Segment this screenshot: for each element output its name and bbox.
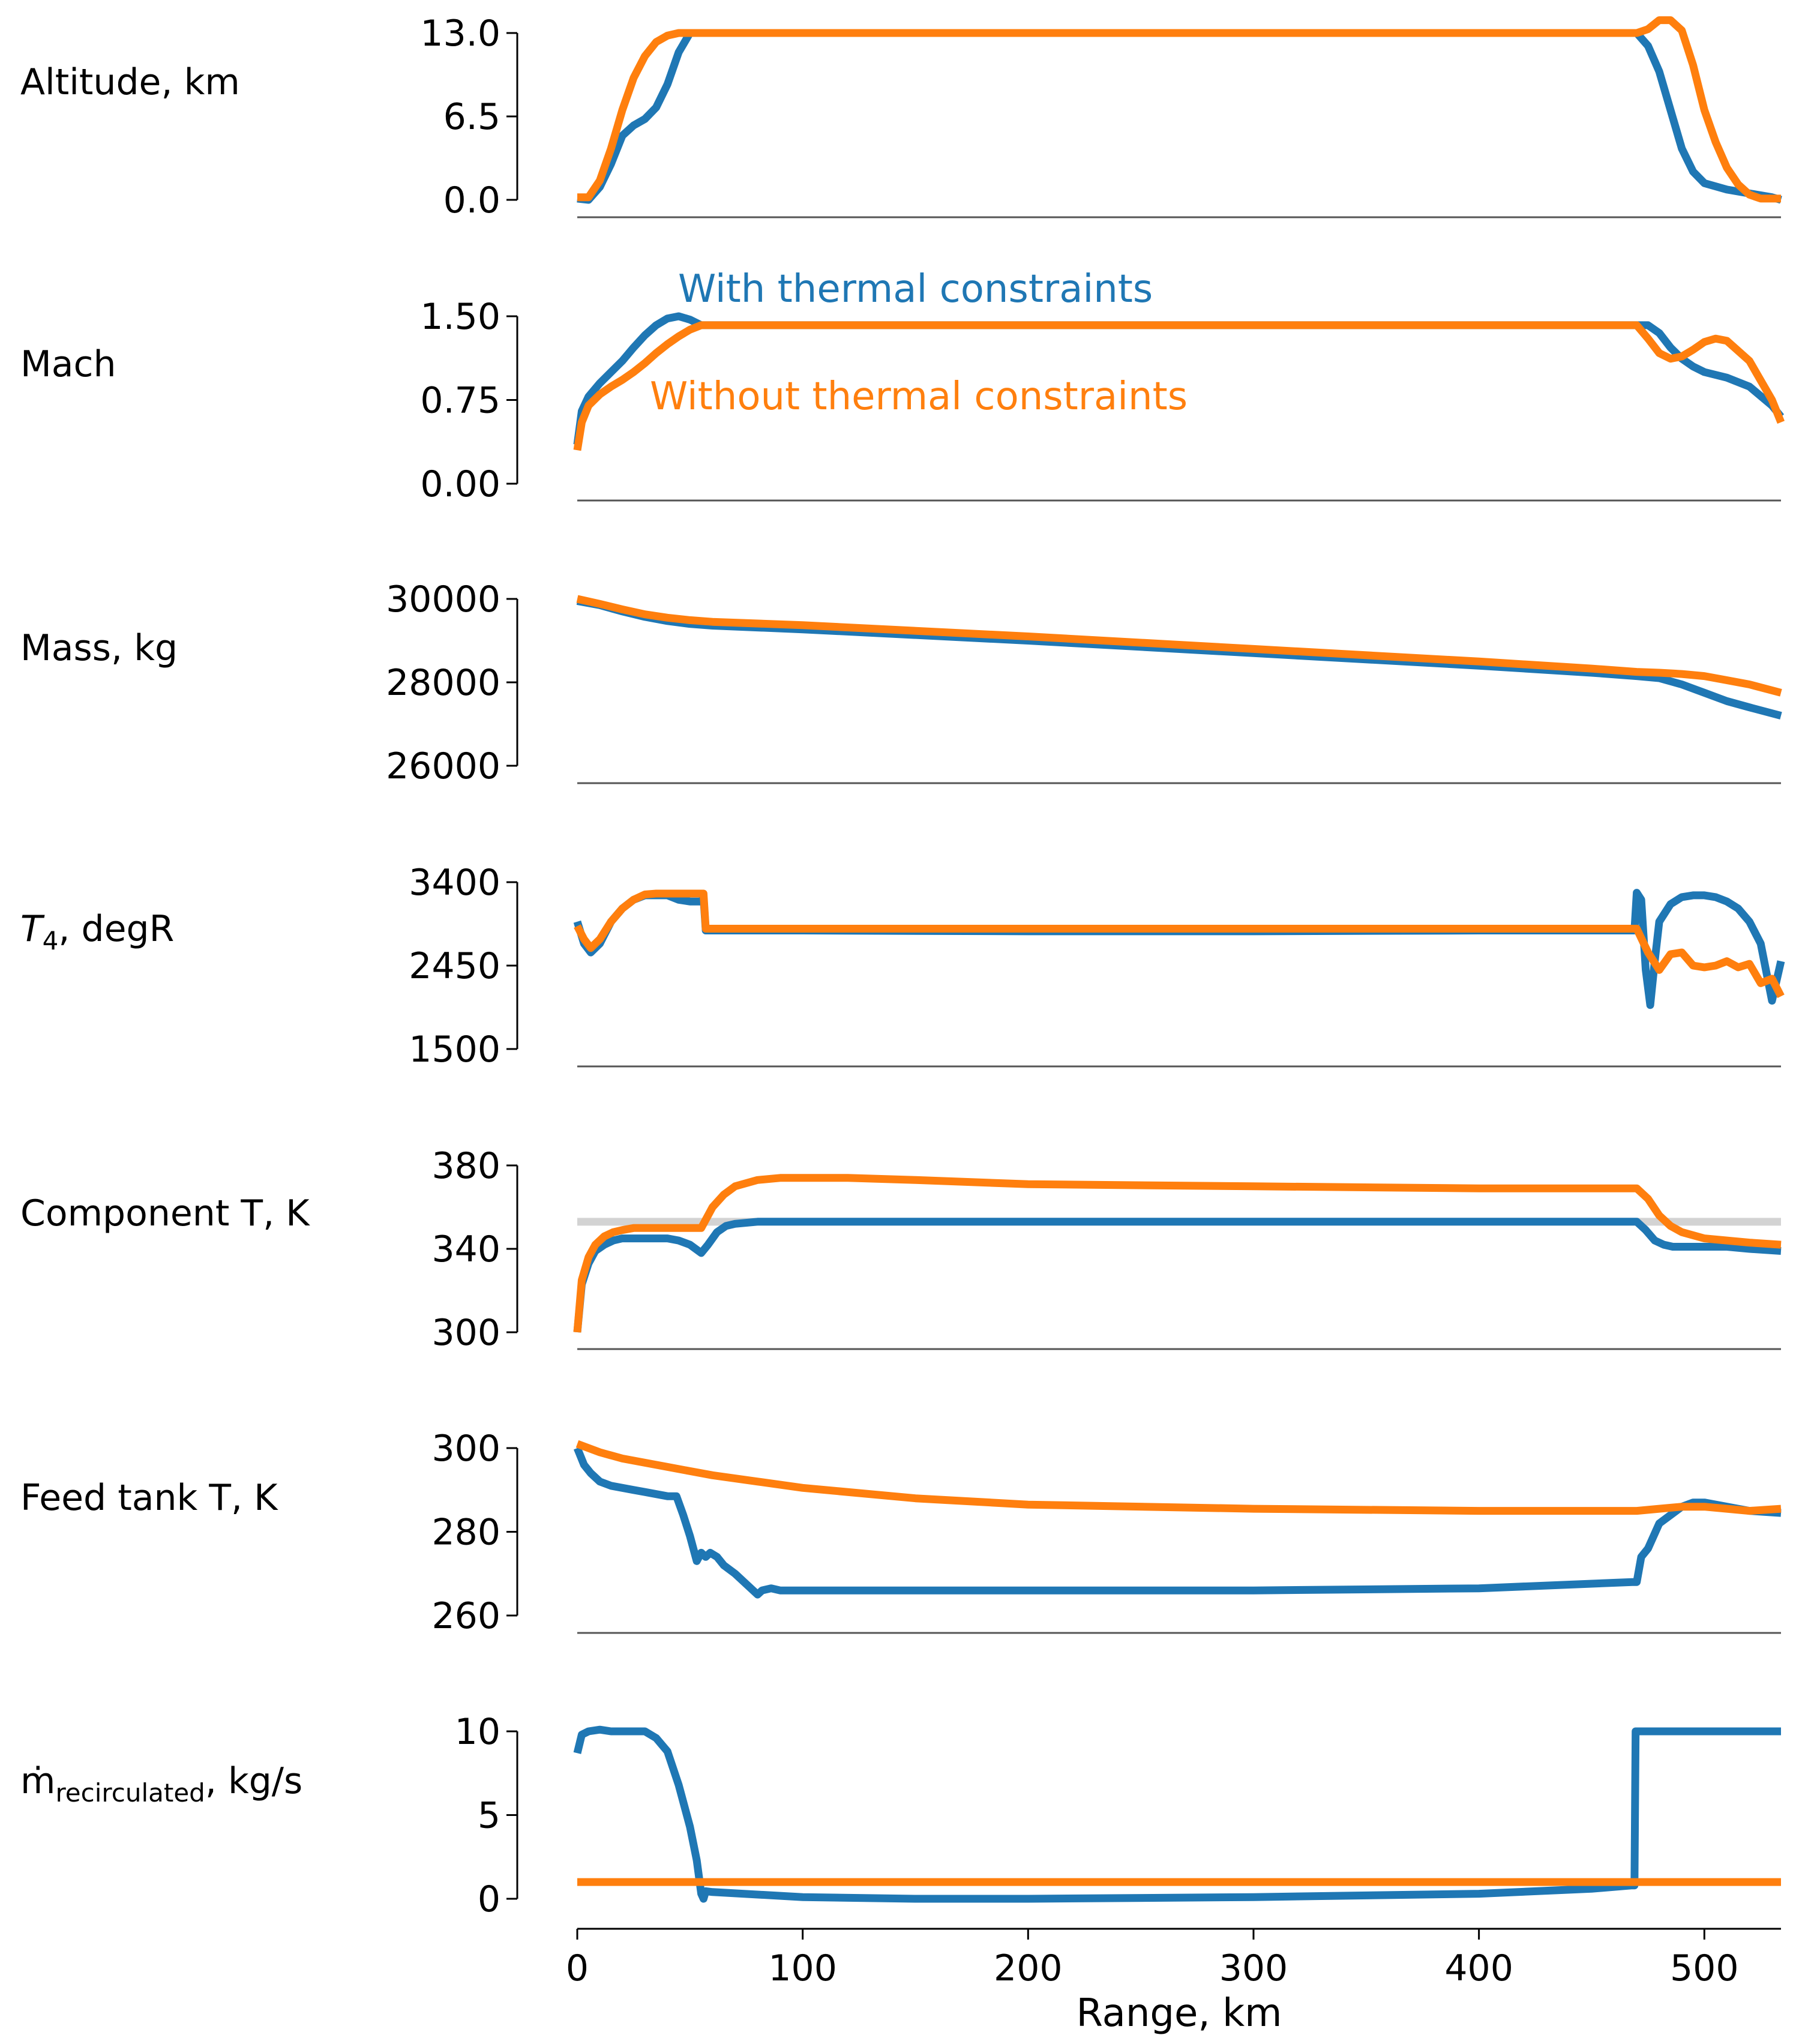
- legend-without-thermal: Without thermal constraints: [650, 374, 1188, 419]
- altitude-series-without: [577, 16, 1781, 203]
- legend-with-thermal: With thermal constraints: [678, 267, 1153, 311]
- altitude-series-with: [577, 29, 1782, 204]
- m_recirculated-row-label: ṁrecirculated, kg/s: [20, 1760, 302, 1808]
- x-axis-label: Range, km: [1077, 1991, 1282, 2035]
- mass-series-with: [576, 597, 1782, 720]
- feed_tank_t-row-label: Feed tank T, K: [20, 1477, 278, 1519]
- feed_tank_t-ytick-label: 260: [431, 1595, 500, 1637]
- t4-ytick-label: 3400: [409, 862, 500, 904]
- mach-ytick-label: 0.00: [420, 463, 500, 505]
- panel-m_recirculated: ṁrecirculated, kg/s 0 5 10: [20, 1711, 1781, 1920]
- mass-series-without: [576, 595, 1782, 697]
- t4-ytick-label: 1500: [409, 1029, 500, 1071]
- mass-ytick-label: 30000: [386, 579, 500, 621]
- xtick-label: 300: [1219, 1947, 1288, 1989]
- component_t-series-with: [573, 1218, 1782, 1333]
- feed_tank_t-ytick-label: 280: [431, 1512, 500, 1554]
- altitude-ytick-label: 6.5: [443, 96, 500, 138]
- t4-ytick-label: 2450: [409, 945, 500, 987]
- component_t-series-without: [573, 1174, 1782, 1333]
- component_t-row-label: Component T, K: [20, 1192, 310, 1234]
- xtick-label: 100: [768, 1947, 837, 1989]
- mach-series-without: [573, 321, 1785, 451]
- t4-row-label: T4, degR: [20, 908, 174, 955]
- xtick-label: 500: [1670, 1947, 1739, 1989]
- feed_tank_t-series-without: [575, 1440, 1782, 1515]
- xtick-label: 400: [1444, 1947, 1513, 1989]
- feed_tank_t-series-with: [573, 1446, 1782, 1599]
- xtick-label: 0: [566, 1947, 589, 1989]
- m_recirculated-ytick-label: 5: [478, 1795, 500, 1837]
- m_recirculated-ytick-label: 0: [478, 1878, 500, 1920]
- component_t-ytick-label: 380: [431, 1145, 500, 1187]
- mach-ytick-label: 1.50: [420, 296, 500, 338]
- mach-ytick-label: 0.75: [420, 380, 500, 422]
- component_t-ytick-label: 300: [431, 1312, 500, 1354]
- panel-feed_tank_t: Feed tank T, K 260 280 300: [20, 1428, 1782, 1637]
- altitude-ytick-label: 0.0: [443, 179, 500, 221]
- m_recirculated-ytick-label: 10: [455, 1711, 500, 1753]
- panel-mach: Mach 0.00 0.75 1.50: [20, 296, 1785, 505]
- altitude-ytick-label: 13.0: [420, 13, 500, 55]
- panel-component_t: Component T, K 300 340 380: [20, 1145, 1782, 1354]
- panel-t4: T4, degR 1500 2450 3400: [20, 862, 1785, 1071]
- t4-series-without: [574, 889, 1785, 999]
- mach-row-label: Mach: [20, 343, 116, 385]
- mass-ytick-label: 28000: [386, 662, 500, 704]
- panel-mass: Mass, kg 26000 28000 30000: [20, 579, 1782, 787]
- xtick-label: 200: [994, 1947, 1063, 1989]
- altitude-row-label: Altitude, km: [20, 61, 240, 103]
- mass-row-label: Mass, kg: [20, 627, 178, 669]
- component_t-ytick-label: 340: [431, 1228, 500, 1270]
- panel-altitude: Altitude, km 0.0 6.5 13.0: [20, 13, 1782, 221]
- mass-ytick-label: 26000: [386, 745, 500, 787]
- m_recirculated-series-with: [573, 1725, 1781, 1903]
- feed_tank_t-ytick-label: 300: [431, 1428, 500, 1470]
- t4-series-with: [573, 889, 1785, 1009]
